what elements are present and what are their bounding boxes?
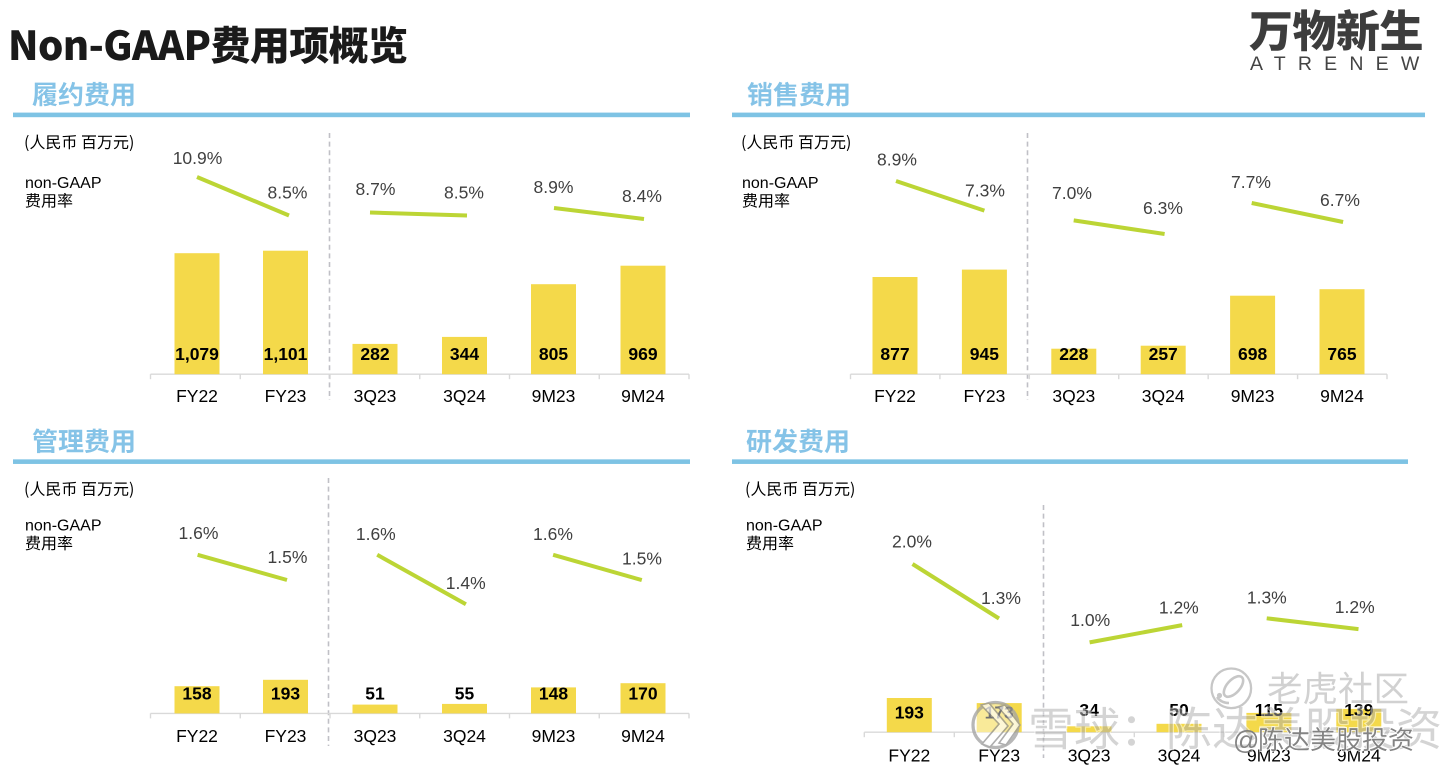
svg-text:1.5%: 1.5% — [268, 547, 308, 567]
svg-text:8.9%: 8.9% — [877, 150, 917, 170]
svg-text:7.0%: 7.0% — [1052, 183, 1092, 203]
svg-text:9M23: 9M23 — [1231, 386, 1275, 406]
svg-text:FY23: FY23 — [265, 726, 307, 746]
svg-text:51: 51 — [365, 684, 385, 704]
svg-text:228: 228 — [1059, 344, 1088, 364]
svg-text:7.7%: 7.7% — [1231, 172, 1271, 192]
svg-text:3Q23: 3Q23 — [1052, 386, 1095, 406]
svg-text:3Q24: 3Q24 — [1142, 386, 1185, 406]
svg-text:1,079: 1,079 — [175, 344, 219, 364]
svg-text:10.9%: 10.9% — [173, 148, 223, 168]
svg-text:193: 193 — [271, 684, 300, 704]
svg-text:9M23: 9M23 — [532, 386, 576, 406]
svg-text:1.3%: 1.3% — [981, 588, 1021, 608]
svg-text:3Q24: 3Q24 — [443, 386, 486, 406]
svg-text:55: 55 — [455, 684, 475, 704]
svg-text:3Q24: 3Q24 — [1158, 745, 1201, 765]
svg-text:1.6%: 1.6% — [356, 524, 396, 544]
svg-text:877: 877 — [880, 344, 909, 364]
svg-text:FY23: FY23 — [963, 386, 1005, 406]
svg-text:3Q23: 3Q23 — [354, 726, 397, 746]
svg-text:1.3%: 1.3% — [1247, 588, 1287, 608]
svg-text:1.2%: 1.2% — [1159, 597, 1199, 617]
svg-text:FY22: FY22 — [176, 726, 218, 746]
svg-text:6.3%: 6.3% — [1143, 198, 1183, 218]
svg-text:698: 698 — [1238, 344, 1267, 364]
svg-text:945: 945 — [970, 344, 999, 364]
svg-text:non-GAAP: non-GAAP — [742, 175, 818, 192]
svg-text:8.7%: 8.7% — [356, 179, 396, 199]
svg-text:@: @ — [1233, 725, 1259, 755]
svg-text:FY22: FY22 — [176, 386, 218, 406]
svg-text:6.7%: 6.7% — [1320, 190, 1360, 210]
svg-text:805: 805 — [539, 344, 568, 364]
svg-text:8.5%: 8.5% — [444, 183, 484, 203]
svg-text:282: 282 — [360, 344, 389, 364]
svg-text:8.4%: 8.4% — [622, 186, 662, 206]
svg-text:7.3%: 7.3% — [965, 181, 1005, 201]
svg-text:765: 765 — [1327, 344, 1356, 364]
svg-text:non-GAAP: non-GAAP — [25, 175, 101, 192]
svg-text:193: 193 — [895, 703, 924, 723]
svg-text:9M23: 9M23 — [1247, 745, 1291, 765]
svg-text:8.5%: 8.5% — [268, 183, 308, 203]
svg-text:158: 158 — [182, 684, 211, 704]
svg-text:ATRENEW: ATRENEW — [1250, 53, 1431, 75]
svg-text:FY22: FY22 — [874, 386, 916, 406]
svg-text:9M23: 9M23 — [532, 726, 576, 746]
svg-text:148: 148 — [539, 684, 568, 704]
svg-text:non-GAAP: non-GAAP — [25, 517, 101, 534]
svg-text:3Q23: 3Q23 — [1068, 745, 1111, 765]
svg-text:170: 170 — [628, 684, 657, 704]
svg-text:FY23: FY23 — [265, 386, 307, 406]
svg-text:257: 257 — [1149, 344, 1178, 364]
svg-text:1.2%: 1.2% — [1335, 597, 1375, 617]
svg-text:FY23: FY23 — [978, 745, 1020, 765]
svg-text:non-GAAP: non-GAAP — [746, 517, 822, 534]
svg-text:1.6%: 1.6% — [179, 523, 219, 543]
svg-text:8.9%: 8.9% — [534, 177, 574, 197]
svg-text:1.4%: 1.4% — [446, 573, 486, 593]
svg-text:3Q24: 3Q24 — [443, 726, 486, 746]
svg-text:2.0%: 2.0% — [892, 532, 932, 552]
svg-text:1,101: 1,101 — [264, 344, 308, 364]
svg-text:1.5%: 1.5% — [622, 549, 662, 569]
svg-text:9M24: 9M24 — [621, 386, 665, 406]
svg-text:9M24: 9M24 — [621, 726, 665, 746]
svg-text:FY22: FY22 — [888, 745, 930, 765]
svg-text:1.6%: 1.6% — [533, 524, 573, 544]
svg-text:344: 344 — [450, 344, 479, 364]
svg-text:1.0%: 1.0% — [1070, 610, 1110, 630]
svg-text:9M24: 9M24 — [1320, 386, 1364, 406]
svg-text:969: 969 — [628, 344, 657, 364]
svg-text:3Q23: 3Q23 — [354, 386, 397, 406]
